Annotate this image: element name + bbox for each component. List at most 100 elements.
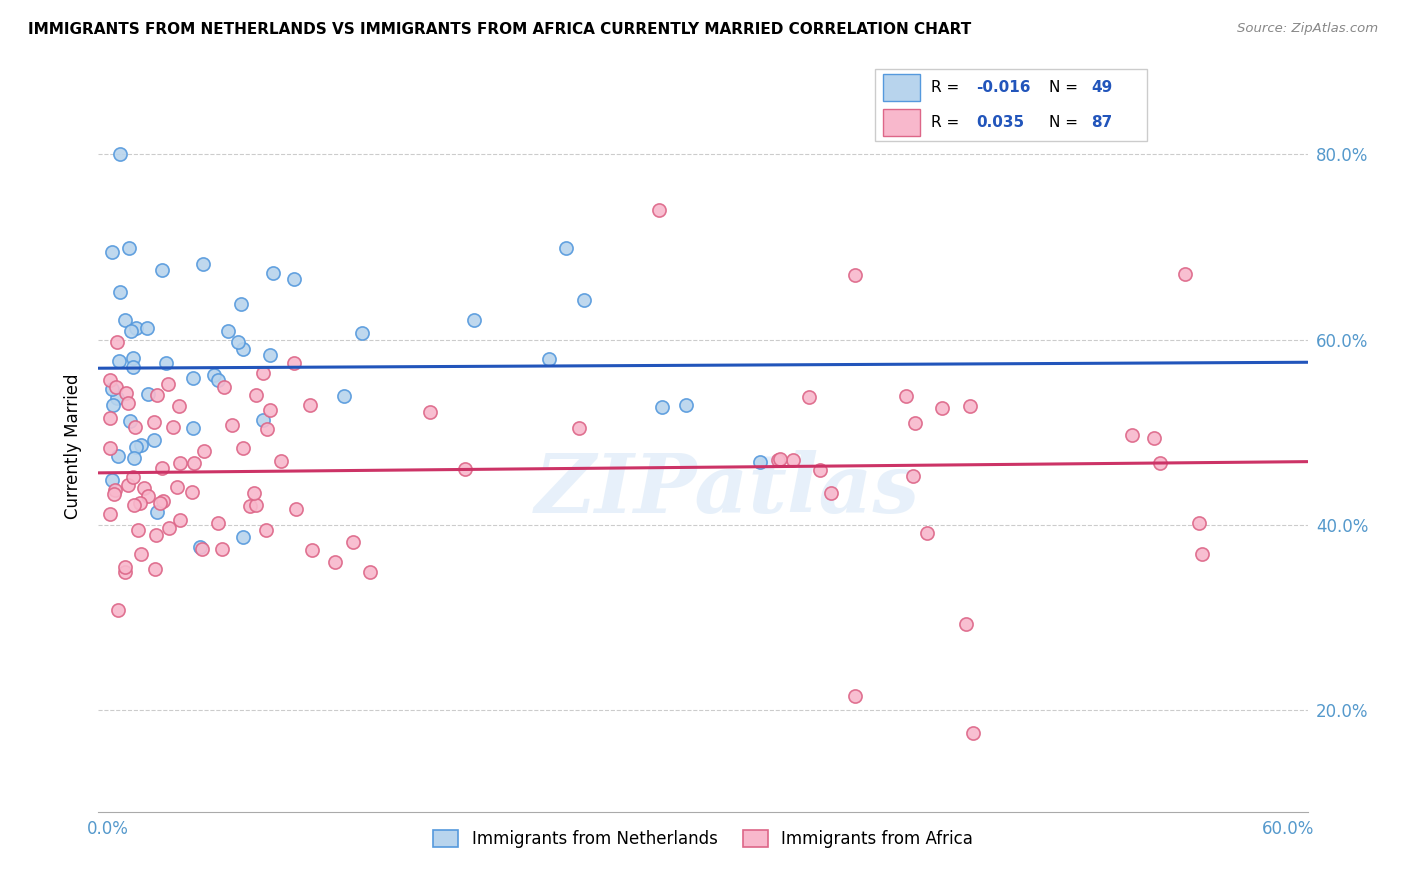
Point bbox=[214, 380, 236, 394]
Point bbox=[155, 356, 177, 370]
Point bbox=[108, 354, 131, 368]
Point bbox=[245, 388, 267, 402]
Point bbox=[181, 371, 204, 385]
Point bbox=[145, 388, 167, 402]
Point bbox=[98, 441, 121, 455]
Point bbox=[114, 312, 136, 326]
Point bbox=[769, 452, 792, 467]
Text: 87: 87 bbox=[1091, 115, 1112, 129]
Point bbox=[232, 530, 254, 544]
Point bbox=[207, 372, 229, 386]
Point bbox=[124, 320, 146, 334]
Text: N =: N = bbox=[1049, 80, 1083, 95]
Point bbox=[844, 689, 866, 703]
Point bbox=[122, 470, 145, 484]
Point bbox=[156, 377, 179, 392]
FancyBboxPatch shape bbox=[875, 70, 1147, 141]
Point bbox=[98, 373, 121, 387]
Point bbox=[1174, 267, 1197, 281]
Point bbox=[118, 414, 141, 428]
Point bbox=[418, 405, 440, 419]
Point bbox=[136, 489, 159, 503]
Legend: Immigrants from Netherlands, Immigrants from Africa: Immigrants from Netherlands, Immigrants … bbox=[426, 823, 980, 855]
Point bbox=[232, 442, 254, 456]
Point bbox=[104, 483, 127, 498]
Point bbox=[259, 403, 281, 417]
Point bbox=[183, 456, 205, 470]
Point bbox=[285, 501, 308, 516]
Point bbox=[127, 523, 149, 537]
Point bbox=[188, 540, 211, 554]
Point bbox=[129, 438, 152, 452]
Point bbox=[931, 401, 953, 416]
Text: 49: 49 bbox=[1091, 80, 1112, 95]
Point bbox=[301, 542, 323, 557]
Point bbox=[142, 433, 165, 447]
Point bbox=[217, 324, 239, 338]
Point bbox=[252, 366, 274, 380]
Point bbox=[254, 523, 277, 537]
Point bbox=[114, 565, 136, 579]
Point bbox=[245, 498, 267, 512]
Point bbox=[166, 480, 188, 494]
Point bbox=[145, 527, 167, 541]
Point bbox=[117, 396, 139, 410]
Point bbox=[149, 496, 172, 510]
Point bbox=[103, 486, 125, 500]
Point bbox=[915, 525, 938, 540]
Point bbox=[333, 389, 356, 403]
FancyBboxPatch shape bbox=[883, 74, 920, 101]
Point bbox=[243, 486, 266, 500]
Point bbox=[1188, 516, 1211, 530]
Point bbox=[259, 349, 281, 363]
Point bbox=[120, 324, 142, 338]
Point bbox=[808, 463, 831, 477]
Point bbox=[162, 420, 184, 434]
Point bbox=[896, 389, 918, 403]
Point bbox=[651, 401, 673, 415]
Point bbox=[1149, 456, 1171, 470]
Point bbox=[221, 417, 243, 432]
Point bbox=[101, 382, 124, 396]
Point bbox=[955, 616, 977, 631]
Point bbox=[105, 391, 128, 405]
Point bbox=[121, 351, 143, 365]
Point bbox=[903, 468, 925, 483]
Text: ZIPatlas: ZIPatlas bbox=[534, 450, 920, 530]
Point bbox=[262, 266, 284, 280]
Point bbox=[207, 516, 229, 530]
Point bbox=[105, 334, 128, 349]
Point bbox=[270, 454, 292, 468]
Point bbox=[101, 473, 124, 487]
Point bbox=[129, 548, 152, 562]
Text: R =: R = bbox=[931, 115, 965, 129]
Point bbox=[797, 390, 820, 404]
Point bbox=[115, 386, 138, 401]
Point bbox=[454, 461, 477, 475]
Point bbox=[463, 313, 485, 327]
Point bbox=[350, 326, 373, 340]
Point bbox=[103, 398, 125, 412]
Point bbox=[136, 321, 159, 335]
Point bbox=[180, 484, 202, 499]
Point bbox=[239, 499, 262, 513]
Point bbox=[146, 506, 169, 520]
Point bbox=[782, 453, 804, 467]
Point bbox=[169, 456, 191, 470]
Point bbox=[138, 387, 160, 401]
Point bbox=[959, 399, 981, 413]
Point bbox=[342, 535, 364, 549]
Point bbox=[1191, 547, 1213, 561]
Point bbox=[152, 494, 174, 508]
Point bbox=[904, 416, 927, 430]
Y-axis label: Currently Married: Currently Married bbox=[65, 373, 83, 519]
Point bbox=[117, 478, 139, 492]
Point bbox=[110, 285, 132, 300]
Point bbox=[537, 351, 560, 366]
FancyBboxPatch shape bbox=[883, 109, 920, 136]
Point bbox=[101, 245, 124, 260]
Point bbox=[568, 420, 591, 434]
Point bbox=[150, 461, 173, 475]
Point bbox=[193, 443, 215, 458]
Text: IMMIGRANTS FROM NETHERLANDS VS IMMIGRANTS FROM AFRICA CURRENTLY MARRIED CORRELAT: IMMIGRANTS FROM NETHERLANDS VS IMMIGRANT… bbox=[28, 22, 972, 37]
